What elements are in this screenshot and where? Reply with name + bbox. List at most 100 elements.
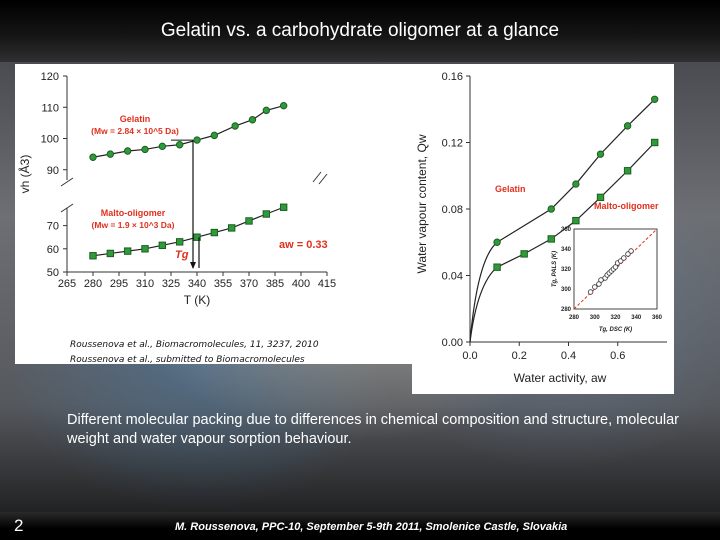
data-point-malto (262, 210, 271, 218)
x-tick-label: 0.4 (561, 350, 576, 362)
x-tick-label: 280 (84, 278, 102, 290)
inset-y-tick-label: 320 (561, 267, 572, 273)
reference-1: Roussenova et al., Biomacromolecules, 11… (70, 340, 319, 350)
data-point-malto (123, 247, 132, 255)
x-tick-label: 0.2 (512, 350, 527, 362)
vh-chart-panel: 265 280 295 310 325 340 355 370 385 400 415 50 60 70 9… (15, 64, 425, 364)
inset-data-point (592, 284, 598, 290)
data-point-malto (279, 203, 288, 211)
inset-x-tick-label: 300 (590, 315, 601, 321)
data-point-malto (158, 241, 167, 250)
data-point-gelatin (596, 150, 605, 158)
data-point-gelatin (547, 205, 555, 213)
data-point-gelatin (279, 101, 288, 110)
data-point-malto (141, 245, 149, 253)
footer-bar: 2 M. Roussenova, PPC-10, September 5-9th… (0, 512, 720, 540)
page-number: 2 (14, 516, 24, 535)
data-point-malto (493, 263, 501, 271)
data-point-malto (596, 193, 605, 202)
x-tick-label: 355 (214, 278, 232, 290)
y-tick-label: 60 (47, 244, 59, 256)
data-point-gelatin (572, 180, 580, 188)
inset-y-tick-label: 300 (561, 287, 572, 293)
y-tick-label: 110 (41, 102, 59, 114)
inset-x-tick-label: 280 (569, 315, 580, 321)
y-tick-label: 70 (47, 221, 59, 233)
x-tick-label: 340 (188, 278, 206, 290)
data-point-gelatin (231, 122, 239, 130)
data-break-mark (312, 171, 328, 185)
aw-annotation: aw = 0.33 (279, 239, 328, 251)
data-point-gelatin (141, 145, 149, 154)
data-point-malto (547, 235, 555, 243)
x-tick-label: 325 (162, 278, 180, 290)
data-point-malto (227, 224, 236, 232)
x-axis-label: Water activity, aw (514, 371, 607, 385)
legend-subtitle-malto: (Mw = 1.9 × 10^3 Da) (92, 220, 175, 230)
data-point-gelatin (123, 147, 132, 155)
tg-arrow-head (190, 262, 196, 269)
legend-label-malto: Malto-oligomer (101, 208, 166, 218)
data-point-malto (210, 228, 219, 237)
x-tick-label: 310 (136, 278, 154, 290)
y-tick-label: 50 (47, 267, 59, 279)
data-point-malto (245, 217, 253, 225)
data-point-gelatin (106, 150, 115, 158)
legend-subtitle-gelatin: (Mw = 2.84 × 10^5 Da) (91, 126, 179, 136)
y-axis-label: vh (Å3) (17, 155, 32, 194)
x-tick-label: 0.6 (610, 350, 625, 362)
data-point-gelatin (158, 142, 167, 151)
inset-y-axis-label: Tg, PALS (K) (552, 251, 558, 287)
data-point-malto (89, 252, 97, 260)
inset-x-tick-label: 340 (631, 315, 642, 321)
y-tick-label: 0.12 (442, 138, 463, 150)
inset-x-axis-label: Tg, DSC (K) (599, 327, 632, 333)
y-tick-label: 100 (41, 134, 59, 146)
inset-x-tick-label: 360 (652, 315, 663, 321)
data-point-gelatin (175, 141, 184, 149)
legend-label-malto: Malto-oligomer (594, 201, 659, 211)
x-tick-label: 265 (58, 278, 76, 290)
slide-description: Different molecular packing due to diffe… (67, 412, 679, 447)
data-point-malto (175, 238, 184, 246)
legend-label-gelatin: Gelatin (495, 184, 526, 194)
y-tick-label: 0.08 (442, 204, 463, 216)
y-tick-label: 0.16 (442, 71, 463, 83)
data-point-gelatin (650, 95, 659, 103)
y-axis-label: Water vapour content, Qw (415, 134, 429, 273)
data-point-gelatin (248, 116, 257, 124)
x-tick-label: 0.0 (462, 350, 477, 362)
x-tick-label: 295 (110, 278, 128, 290)
x-axis-label: T (K) (184, 293, 210, 307)
data-point-gelatin (493, 238, 501, 246)
inset-data-point (628, 248, 634, 254)
data-point-gelatin (210, 131, 219, 140)
data-point-malto (623, 167, 632, 175)
legend-label-gelatin: Gelatin (120, 114, 151, 124)
data-point-gelatin (89, 153, 97, 161)
data-point-malto (650, 138, 659, 147)
y-tick-label: 0.04 (442, 271, 463, 283)
sorption-chart-panel: 0.0 0.2 0.4 0.6 0.00 0.04 0.08 0.12 0.16 Water ac… (412, 64, 674, 394)
y-axis-break-mark (60, 177, 74, 213)
inset-data-point (621, 255, 627, 261)
x-tick-label: 400 (292, 278, 310, 290)
tg-label: Tg (175, 249, 189, 261)
water-content-vs-activity-chart: 0.0 0.2 0.4 0.6 0.00 0.04 0.08 0.12 0.16 Water ac… (415, 71, 667, 385)
vh-vs-temperature-chart: 265 280 295 310 325 340 355 370 385 400 415 50 60 70 9… (17, 71, 336, 307)
slide-title: Gelatin vs. a carbohydrate oligomer at a… (160, 20, 560, 41)
x-tick-label: 385 (266, 278, 284, 290)
data-point-malto (193, 233, 201, 241)
title-bar: Gelatin vs. a carbohydrate oligomer at a… (0, 0, 720, 62)
inset-y-tick-label: 280 (561, 307, 572, 313)
data-point-malto (572, 216, 580, 225)
y-tick-label: 120 (41, 71, 59, 83)
footer-citation: M. Roussenova, PPC-10, September 5-9th 2… (175, 521, 568, 533)
data-point-malto (520, 250, 528, 258)
inset-y-tick-label: 340 (561, 247, 572, 253)
y-tick-label: 90 (47, 165, 59, 177)
x-tick-label: 370 (240, 278, 258, 290)
references: Roussenova et al., Biomacromolecules, 11… (70, 338, 319, 368)
y-tick-label: 0.00 (442, 337, 463, 349)
inset-data-point (587, 289, 594, 295)
